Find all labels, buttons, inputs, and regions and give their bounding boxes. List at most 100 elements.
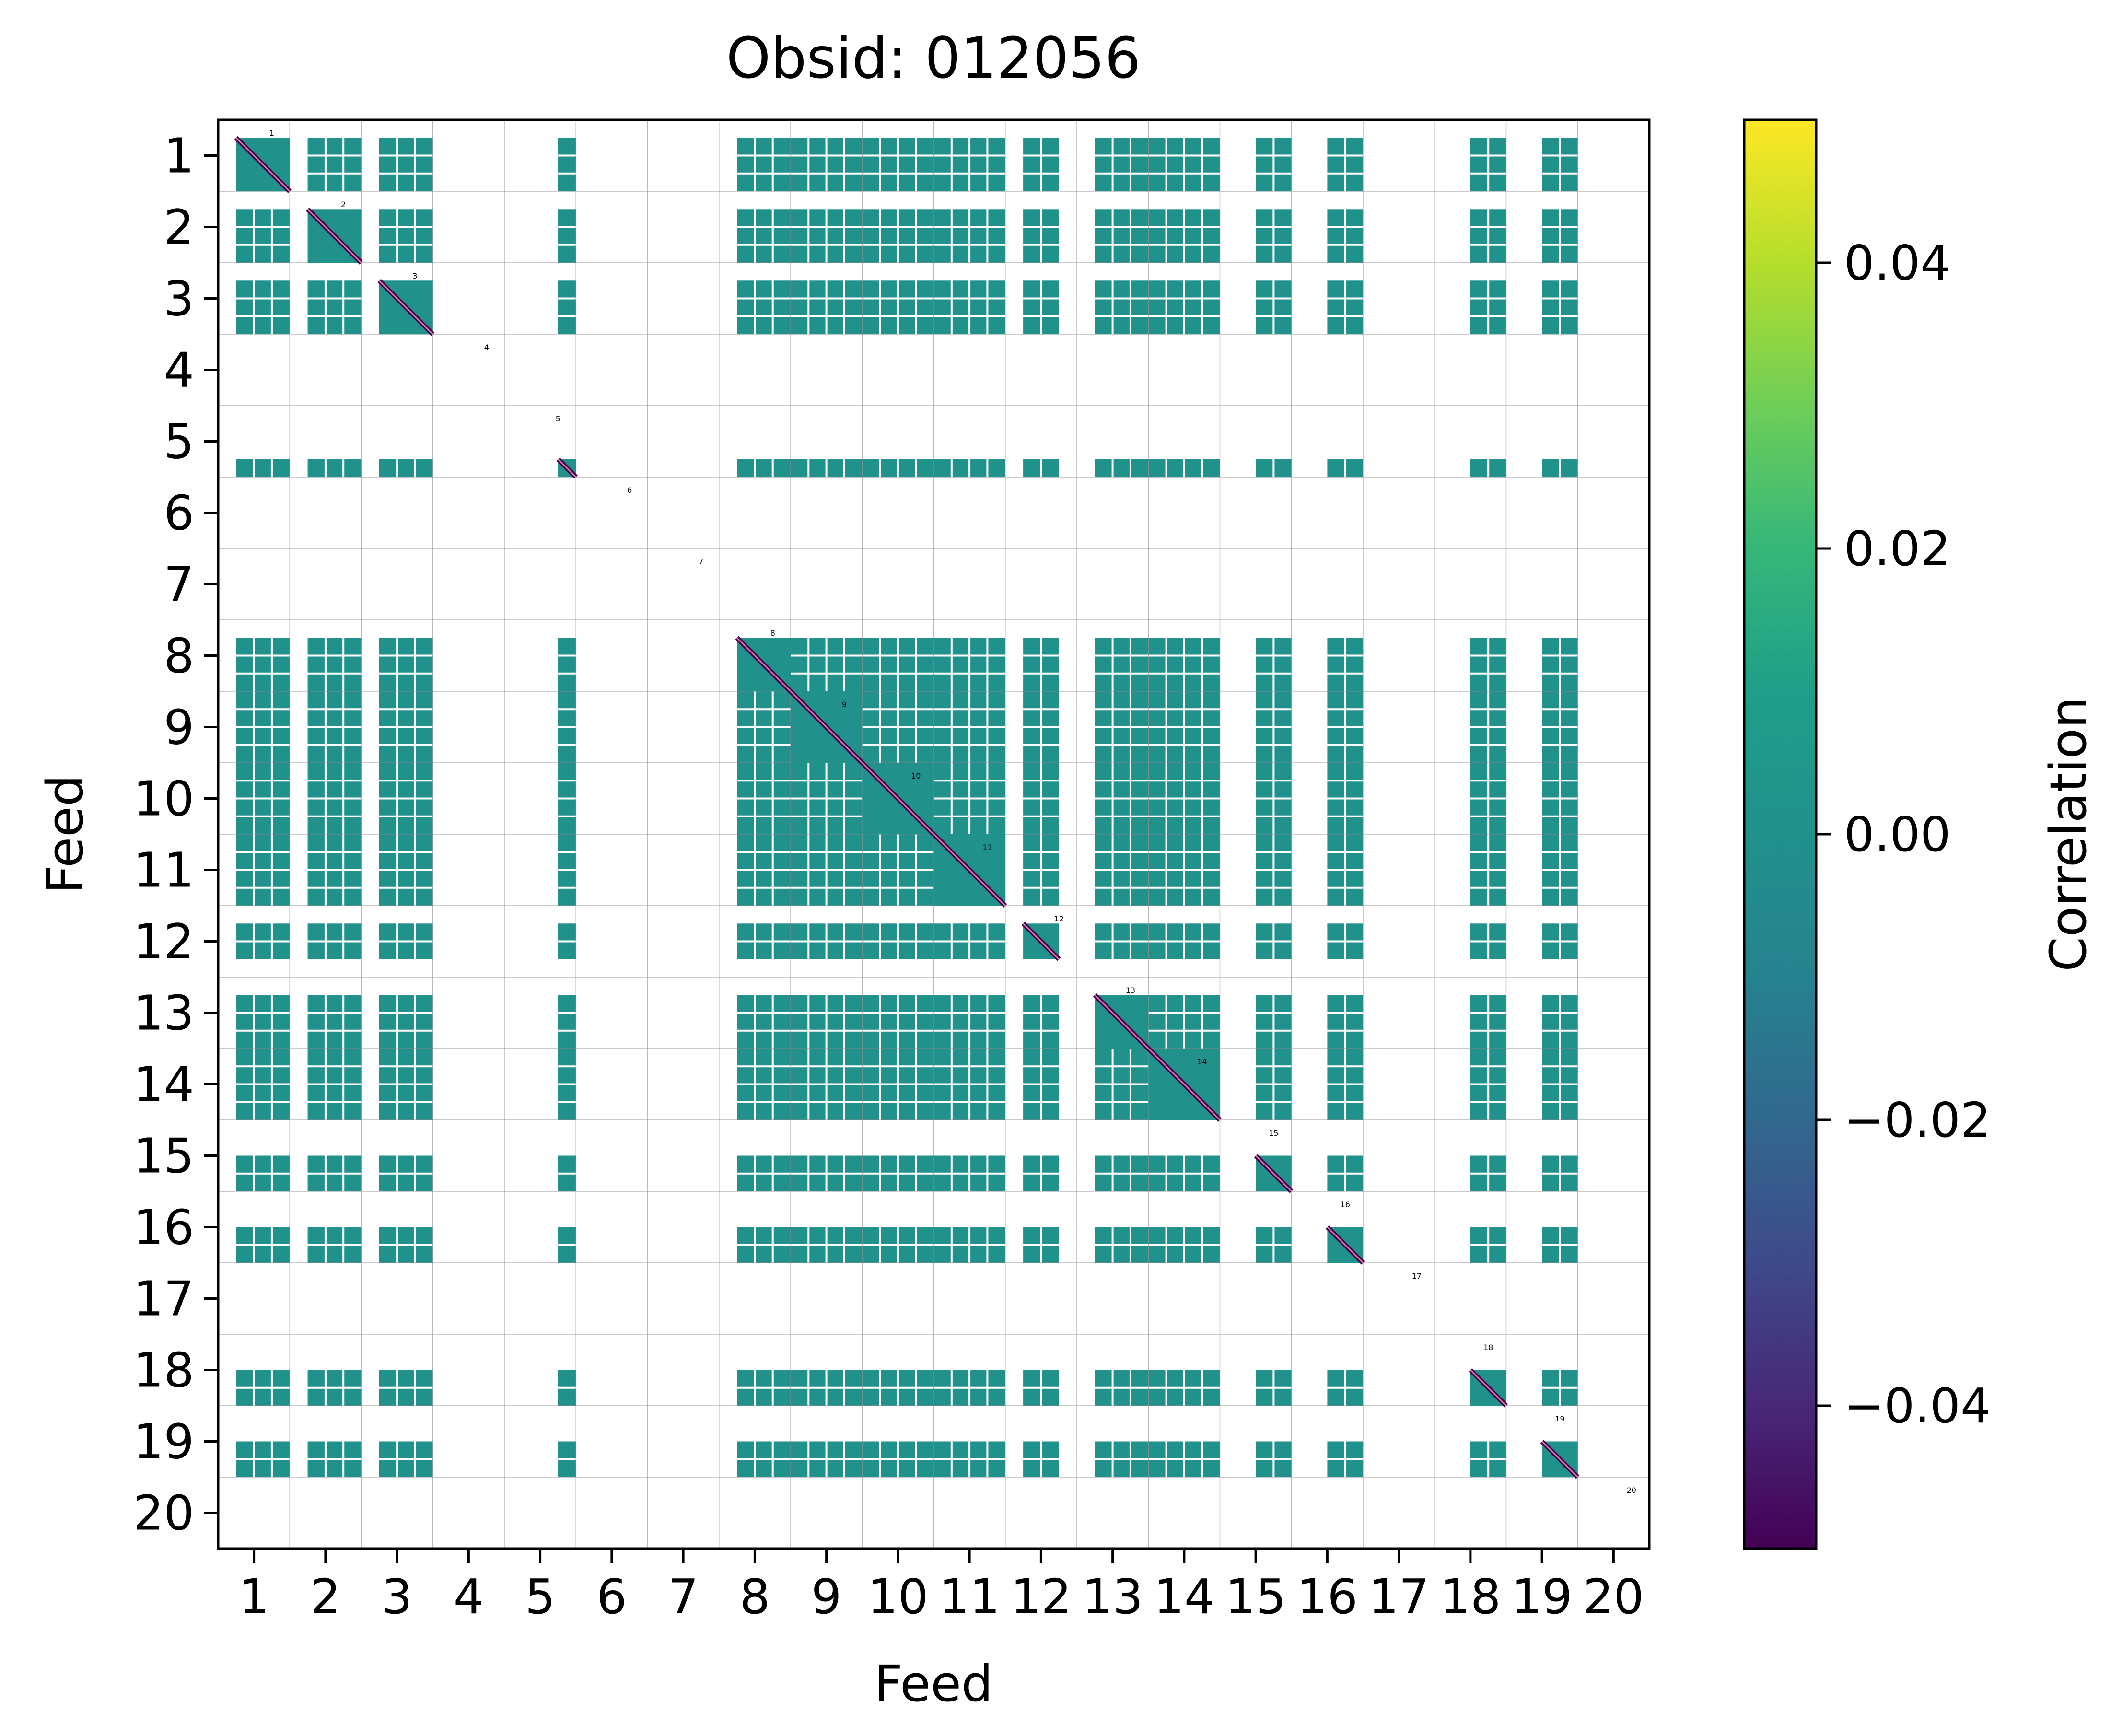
colorbar-tick-label: −0.02 — [1844, 1092, 1991, 1148]
x-tick-label: 4 — [454, 1569, 484, 1625]
colorbar-gradient — [1743, 118, 1818, 1550]
y-tick-label: 15 — [133, 1128, 194, 1184]
diagonal-line-highlight — [378, 280, 433, 335]
diagonal-line-highlight — [736, 637, 792, 692]
x-tick-label: 13 — [1082, 1569, 1143, 1625]
heatmap-cell — [558, 638, 576, 692]
heatmap-cell — [737, 138, 791, 192]
diagonal-label: 11 — [982, 843, 992, 852]
y-tick-label: 4 — [163, 342, 194, 398]
heatmap-cell — [307, 280, 362, 335]
diagonal-label: 2 — [341, 200, 346, 209]
heatmap-cell — [379, 995, 433, 1049]
y-tick-label: 14 — [133, 1057, 194, 1113]
diagonal-line-highlight — [1470, 1369, 1507, 1407]
heatmap-cell — [737, 995, 791, 1049]
x-tick-label: 19 — [1512, 1569, 1573, 1625]
x-tick-label: 11 — [939, 1569, 1000, 1625]
x-tick-label: 7 — [668, 1569, 699, 1625]
y-tick-label: 20 — [133, 1485, 194, 1541]
y-axis-label: Feed — [36, 775, 94, 894]
diagonal-line-highlight — [1541, 1441, 1578, 1478]
heatmap-cell — [1095, 280, 1149, 335]
diagonal-label: 7 — [699, 557, 703, 566]
chart-title: Obsid: 012056 — [726, 25, 1141, 91]
heatmap-cell — [307, 638, 362, 692]
plot-frame — [217, 118, 1651, 1550]
diagonal-blocks — [234, 136, 1580, 1479]
heatmap-cell — [307, 459, 362, 478]
diagonal-label: 17 — [1412, 1271, 1422, 1281]
diagonal-label: 12 — [1054, 914, 1064, 923]
diagonal-label: 15 — [1269, 1129, 1278, 1138]
x-axis-label: Feed — [874, 1654, 993, 1713]
diagonal-line-highlight — [1255, 1155, 1292, 1192]
x-tick-label: 18 — [1440, 1569, 1501, 1625]
diagonal-label: 6 — [627, 486, 632, 495]
diagonal-label: 8 — [770, 629, 775, 638]
colorbar-tick-label: −0.04 — [1844, 1378, 1991, 1434]
diagonal-line-highlight — [235, 137, 291, 192]
x-tick-label: 15 — [1225, 1569, 1286, 1625]
diagonal-label: 9 — [842, 700, 847, 709]
diagonal-label: 4 — [484, 343, 489, 352]
y-tick-label: 11 — [133, 842, 194, 898]
x-tick-label: 3 — [382, 1569, 412, 1625]
diagonal-label: 1 — [269, 128, 274, 138]
y-tick-label: 7 — [163, 557, 194, 613]
heatmap-cell — [379, 209, 433, 263]
heatmap-cell — [1095, 459, 1149, 478]
x-tick-label: 2 — [310, 1569, 341, 1625]
diagonal-line-highlight — [557, 458, 577, 478]
y-tick-label: 3 — [163, 271, 194, 327]
heatmap-cell — [236, 209, 290, 263]
y-tick-label: 17 — [133, 1271, 194, 1327]
heatmap-cell — [558, 995, 576, 1049]
x-tick-label: 17 — [1368, 1569, 1429, 1625]
heatmap-cell — [737, 209, 791, 263]
heatmap-cell — [1095, 638, 1149, 692]
heatmap-cell — [379, 138, 433, 192]
diagonal-label: 5 — [556, 414, 560, 423]
heatmap-cell — [1095, 209, 1149, 263]
heatmap-cell — [379, 459, 433, 478]
diagonal-line-highlight — [933, 833, 1006, 907]
diagonal-label: 13 — [1126, 986, 1135, 995]
y-tick-label: 6 — [163, 485, 194, 541]
x-tick-label: 16 — [1297, 1569, 1358, 1625]
x-tick-label: 9 — [811, 1569, 842, 1625]
x-axis: 1 2 3 4 5 6 7 8 9 10 11 12 13 14 15 16 17 18 19 20 — [239, 1549, 1644, 1625]
diagonal-label: 18 — [1483, 1343, 1493, 1352]
heatmap-cell — [236, 280, 290, 335]
heatmap-cell — [558, 138, 576, 192]
diagonal-label: 3 — [412, 271, 417, 280]
colorbar-tick-label: 0.00 — [1844, 806, 1951, 862]
diagonal-line-highlight — [1023, 923, 1060, 960]
colorbar-label: Correlation — [2039, 697, 2098, 971]
colorbar-tick-label: 0.02 — [1844, 521, 1951, 577]
x-tick-label: 20 — [1583, 1569, 1644, 1625]
diagonal-line-highlight — [790, 690, 863, 764]
x-tick-label: 10 — [867, 1569, 928, 1625]
colorbar: −0.04 −0.02 0.00 0.02 0.04 Correlation — [1743, 118, 2098, 1550]
x-tick-label: 1 — [239, 1569, 269, 1625]
heatmap-cells — [218, 120, 1649, 1549]
diagonal-label: 19 — [1555, 1414, 1564, 1423]
heatmap-cell — [307, 995, 362, 1049]
diagonal-label: 16 — [1341, 1200, 1350, 1209]
diagonal-label: 20 — [1627, 1486, 1636, 1495]
colorbar-ticks: −0.04 −0.02 0.00 0.02 0.04 — [1816, 235, 1991, 1434]
y-tick-label: 13 — [133, 985, 194, 1041]
diagonal-label: 10 — [911, 771, 921, 781]
y-tick-label: 12 — [133, 914, 194, 970]
heatmap-cell — [236, 459, 290, 478]
heatmap-cell — [379, 638, 433, 692]
y-tick-label: 5 — [163, 414, 194, 470]
x-tick-label: 8 — [740, 1569, 770, 1625]
colorbar-tick-label: 0.04 — [1844, 235, 1951, 291]
y-tick-label: 2 — [163, 199, 194, 256]
grid-lines — [218, 120, 1649, 1549]
x-tick-label: 6 — [596, 1569, 627, 1625]
